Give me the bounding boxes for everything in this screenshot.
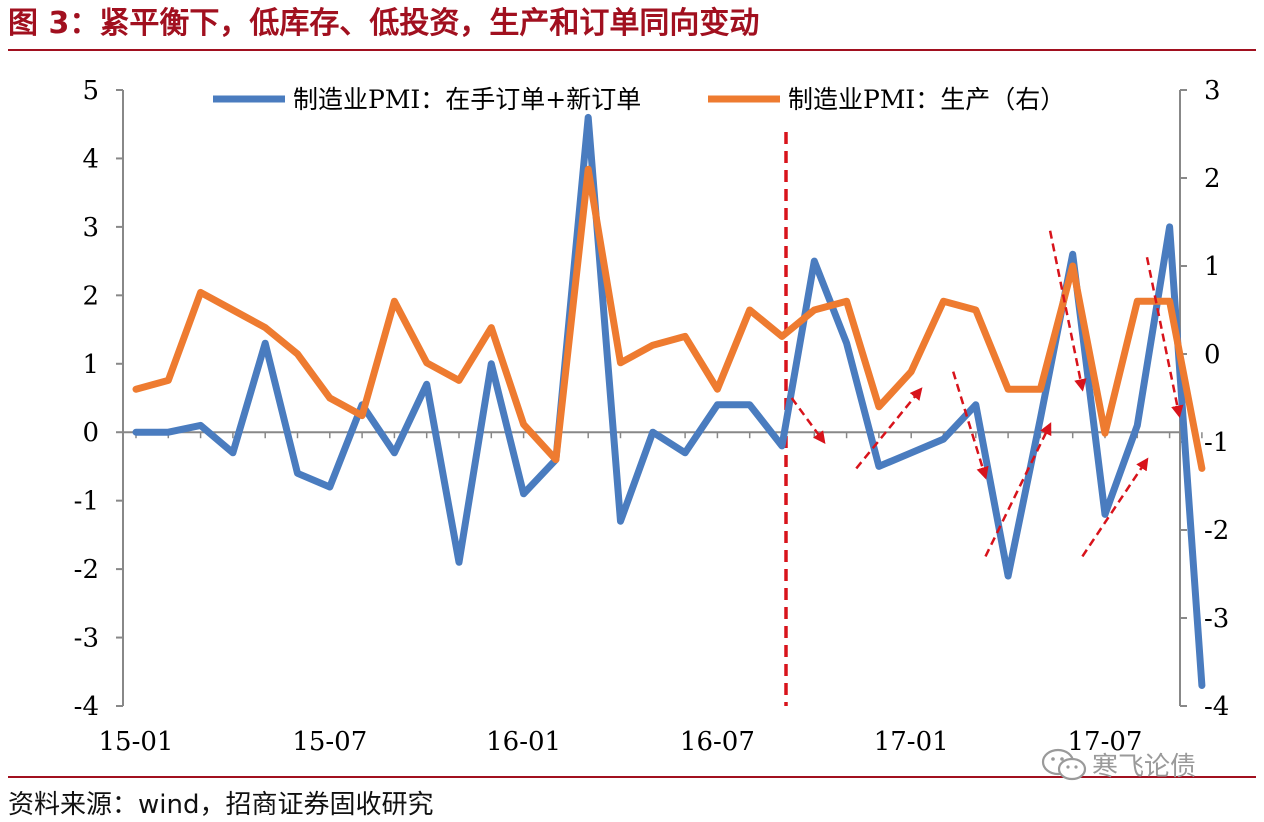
- left-tick-label: 2: [82, 281, 99, 311]
- left-tick-label: -4: [74, 692, 99, 722]
- trend-arrow: [1081, 457, 1149, 558]
- x-tick-label: 17-07: [1068, 727, 1143, 757]
- right-tick-label: -3: [1204, 604, 1229, 634]
- trend-arrow: [1145, 256, 1184, 419]
- wechat-icon: [1041, 748, 1087, 780]
- trend-arrow: [1048, 230, 1087, 392]
- series-orders-line: [132, 113, 1206, 689]
- left-tick-label: -2: [74, 555, 99, 585]
- right-tick-label: 0: [1204, 340, 1221, 370]
- right-tick-label: 3: [1204, 76, 1221, 106]
- page-title: 图 3：紧平衡下，低库存、低投资，生产和订单同向变动: [8, 6, 760, 41]
- left-tick-label: -1: [74, 487, 99, 517]
- trend-arrow: [855, 387, 923, 470]
- left-tick-label: -3: [74, 624, 99, 654]
- series-production-line: [132, 165, 1206, 472]
- trend-arrow: [951, 371, 989, 480]
- x-tick-label: 17-01: [874, 727, 949, 757]
- trend-arrow: [790, 397, 826, 445]
- right-tick-label: -4: [1204, 692, 1229, 722]
- right-tick-label: -2: [1204, 516, 1229, 546]
- left-tick-label: 1: [82, 350, 99, 380]
- x-tick-label: 15-01: [99, 727, 174, 757]
- trend-arrow: [984, 422, 1052, 557]
- right-tick-label: 2: [1204, 164, 1221, 194]
- left-tick-label: 0: [82, 418, 99, 448]
- x-tick-label: 15-07: [292, 727, 367, 757]
- x-tick-label: 16-01: [486, 727, 561, 757]
- right-tick-label: 1: [1204, 252, 1221, 282]
- legend-label: 制造业PMI：生产（右）: [788, 85, 1065, 114]
- watermark-text: 寒飞论债: [1092, 752, 1197, 782]
- watermark: 寒飞论债: [1040, 746, 1196, 783]
- pmi-line-chart: -4 -3 -2 -1 0 1 2 3 4 5 -4 -3 -2 -1 0 1 2 3 15-01 15-07 16-0…: [74, 76, 1230, 757]
- source-note: 资料来源：wind，招商证券固收研究: [8, 790, 434, 820]
- title-rule: [8, 49, 1256, 51]
- left-tick-label: 5: [82, 76, 99, 106]
- x-tick-label: 16-07: [680, 727, 755, 757]
- right-tick-label: -1: [1204, 428, 1229, 458]
- legend-label: 制造业PMI：在手订单+新订单: [293, 85, 641, 114]
- left-tick-label: 4: [82, 144, 99, 174]
- left-tick-label: 3: [82, 213, 99, 243]
- footer-rule: [8, 776, 1256, 778]
